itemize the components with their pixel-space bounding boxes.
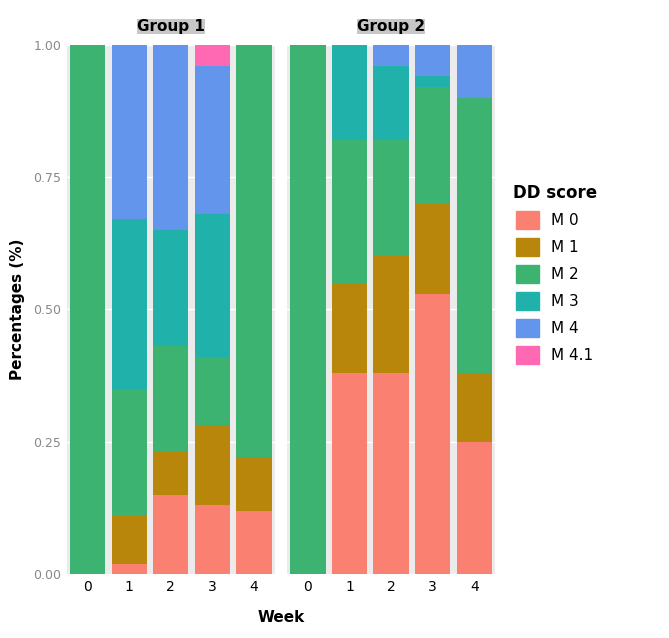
Bar [415,204,450,293]
Bar [332,283,367,373]
Bar [373,373,409,574]
Text: Group 1: Group 1 [137,19,205,34]
Bar [195,45,230,66]
Text: Week: Week [258,610,304,625]
Bar [332,140,367,283]
Bar [236,45,272,457]
Bar [112,45,147,219]
Bar [373,66,409,140]
Bar [457,98,492,373]
Bar [373,140,409,256]
Bar [415,45,450,77]
Bar [290,45,326,574]
Bar [153,495,189,574]
Text: Group 2: Group 2 [357,19,425,34]
Bar [373,256,409,373]
Bar [236,457,272,510]
Bar [153,452,189,495]
Bar [195,505,230,574]
Bar [415,87,450,204]
Bar [236,510,272,574]
Bar [373,45,409,66]
Bar [195,66,230,214]
Bar [332,373,367,574]
Bar [112,563,147,574]
Bar [332,45,367,140]
Bar [153,45,189,230]
Y-axis label: Percentages (%): Percentages (%) [10,239,25,380]
Legend: M 0, M 1, M 2, M 3, M 4, M 4.1: M 0, M 1, M 2, M 3, M 4, M 4.1 [512,184,597,364]
Bar [457,373,492,441]
Bar [112,389,147,516]
Bar [153,230,189,346]
Bar [153,346,189,452]
Bar [195,357,230,426]
Bar [195,214,230,357]
Bar [415,77,450,87]
Bar [195,426,230,505]
Bar [457,45,492,98]
Bar [415,293,450,574]
Bar [112,219,147,389]
Bar [112,516,147,563]
Bar [457,441,492,574]
Bar [70,45,105,574]
